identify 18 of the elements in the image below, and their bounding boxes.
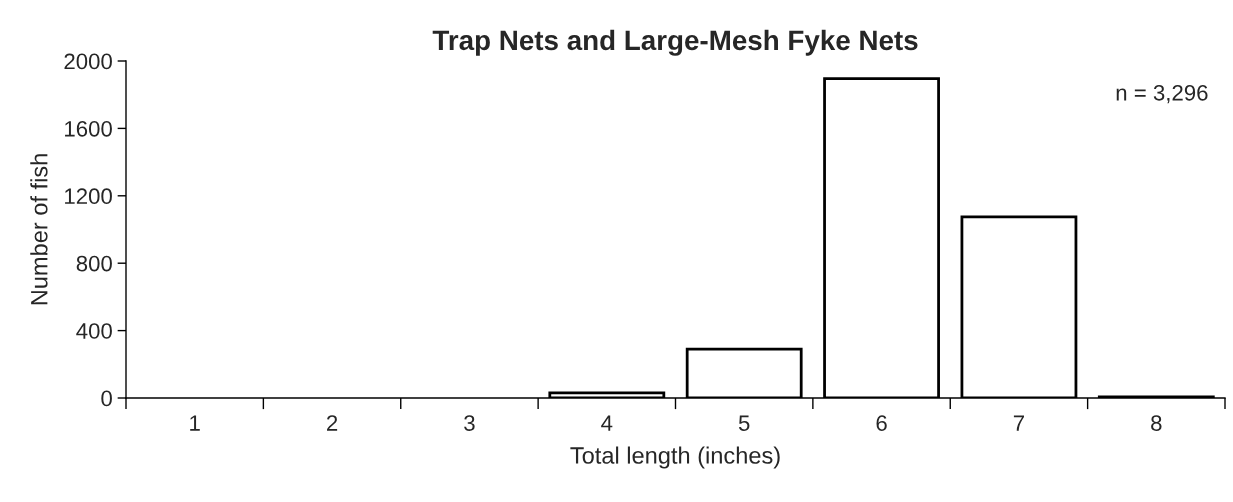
x-axis-title: Total length (inches) xyxy=(570,446,780,469)
y-tick-label: 1600 xyxy=(65,120,112,137)
x-tick-label: 1 xyxy=(190,415,200,431)
x-tick-label: 4 xyxy=(601,415,613,431)
y-tick-label: 800 xyxy=(76,255,112,272)
y-tick-label: 1200 xyxy=(65,188,112,205)
y-tick-label: 2000 xyxy=(64,53,112,70)
x-tick-label: 7 xyxy=(1013,415,1024,431)
y-tick-label: 400 xyxy=(76,323,112,339)
chart-title: Trap Nets and Large-Mesh Fyke Nets xyxy=(432,29,918,56)
y-tick-label: 0 xyxy=(101,390,112,407)
x-tick-label: 3 xyxy=(464,415,475,431)
x-tick-label: 2 xyxy=(327,415,338,431)
x-tick-label: 6 xyxy=(876,415,887,431)
annotation: n = 3,296 xyxy=(1116,84,1208,104)
x-tick-label: 8 xyxy=(1151,415,1162,431)
y-axis-title: Number of fish xyxy=(30,154,48,305)
x-tick-label: 5 xyxy=(738,415,750,431)
